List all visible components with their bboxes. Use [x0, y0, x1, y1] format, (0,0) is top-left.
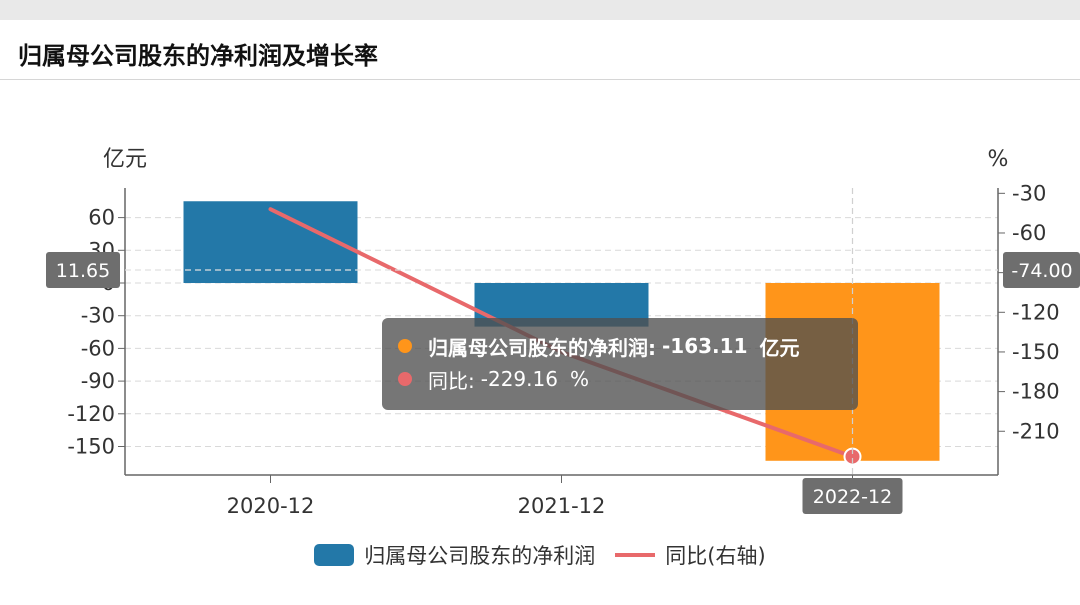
tooltip-profit-label: 归属母公司股东的净利润:: [428, 335, 656, 360]
y-right-tick-label: -30: [1012, 181, 1046, 205]
legend: 归属母公司股东的净利润 同比(右轴): [0, 538, 1080, 572]
y-left-unit: 亿元: [103, 147, 147, 172]
pointer-left-label-box: [46, 252, 120, 288]
tooltip-line-dot: [398, 372, 412, 386]
tooltip: 归属母公司股东的净利润: -163.11 亿元 同比: -229.16 %: [382, 318, 858, 410]
y-left-tick-label: -90: [81, 369, 115, 393]
pointer-right-label-box: [1003, 252, 1080, 288]
pointer-x-label: 2022-12: [813, 486, 892, 508]
y-left-tick-label: -30: [81, 304, 115, 328]
tooltip-row-profit: 归属母公司股东的净利润: -163.11 亿元: [398, 331, 799, 361]
title-bar: 归属母公司股东的净利润及增长率: [0, 20, 1080, 80]
legend-item-yoy[interactable]: 同比(右轴): [615, 540, 766, 570]
pointer-x-label-box: [802, 478, 903, 514]
chart-title: 归属母公司股东的净利润及增长率: [18, 42, 378, 70]
top-strip: [0, 0, 1080, 20]
y-left-tick-label: -150: [67, 435, 115, 459]
y-right-tick-label: -60: [1012, 221, 1046, 245]
y-right-unit: %: [988, 147, 1009, 172]
y-right-tick-label: -120: [1012, 300, 1060, 324]
y-left-tick-label: -120: [67, 402, 115, 426]
legend-profit-label: 归属母公司股东的净利润: [364, 544, 596, 568]
y-left-tick-label: 60: [88, 206, 115, 230]
y-right-tick-label: -150: [1012, 340, 1060, 364]
x-tick-label: 2021-12: [518, 494, 606, 518]
legend-line-swatch: [615, 553, 656, 557]
x-tick-label: 2020-12: [227, 494, 315, 518]
pointer-left-label: 11.65: [56, 260, 110, 282]
tooltip-yoy-value: -229.16: [480, 367, 558, 391]
tooltip-row-yoy: 同比: -229.16 %: [398, 364, 589, 394]
tooltip-profit-value: -163.11: [662, 334, 748, 358]
tooltip-yoy-label: 同比:: [428, 368, 475, 393]
legend-bar-swatch: [314, 544, 355, 566]
axis-pointer: 11.65 -74.00 2022-12: [46, 188, 1080, 514]
pointer-right-label: -74.00: [1011, 260, 1072, 282]
legend-item-profit[interactable]: 归属母公司股东的净利润: [314, 540, 595, 570]
tooltip-profit-unit: 亿元: [759, 335, 800, 360]
y-right-tick-label: -180: [1012, 380, 1060, 404]
y-right-tick-label: -210: [1012, 419, 1060, 443]
bar: [183, 201, 358, 283]
y-left-tick-label: -60: [81, 336, 115, 360]
legend-yoy-label: 同比(右轴): [665, 544, 766, 568]
tooltip-yoy-unit: %: [569, 367, 589, 391]
tooltip-bar-dot: [398, 339, 412, 353]
